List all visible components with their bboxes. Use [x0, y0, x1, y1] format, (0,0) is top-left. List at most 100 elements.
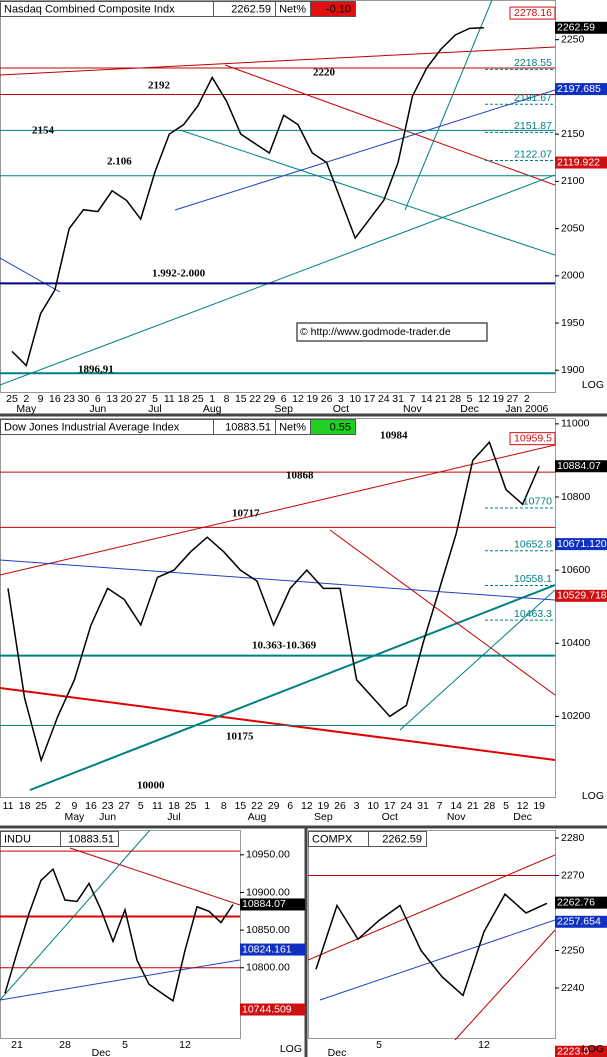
x-tick-label: 1	[209, 393, 215, 405]
x-tick-label: 23	[63, 393, 75, 405]
trend-line	[0, 559, 555, 601]
x-tick-label: 25	[35, 800, 47, 812]
x-tick-label: 29	[264, 393, 276, 405]
price-outline-label: 2278.16	[514, 7, 552, 19]
trend-line	[329, 529, 555, 696]
x-month-label: Jun	[89, 403, 106, 415]
x-tick-label: 27	[507, 393, 519, 405]
x-tick-label: 24	[378, 393, 390, 405]
header-title: COMPX	[312, 833, 353, 845]
x-month-label: Dec	[328, 1047, 347, 1057]
x-month-label: Jul	[167, 811, 180, 823]
x-tick-label: 1	[204, 800, 210, 812]
price-line	[315, 893, 548, 997]
x-month-label: Aug	[248, 811, 267, 823]
price-line	[11, 27, 484, 367]
x-tick-label: 17	[364, 393, 376, 405]
price-box	[555, 83, 607, 96]
price-box	[240, 1003, 305, 1016]
price-box	[555, 589, 607, 602]
trend-line	[399, 589, 555, 731]
x-tick-label: 13	[106, 393, 118, 405]
x-tick-label: 21	[467, 800, 479, 812]
header-net-label: Net%	[279, 3, 306, 15]
price-box-label: 2223.0	[557, 1046, 589, 1057]
header-last: 2262.59	[382, 833, 422, 845]
annotation: 1.992-2.000	[152, 268, 206, 280]
plot-frame	[0, 830, 241, 1039]
header-cell	[60, 831, 119, 847]
annotation: 10000	[137, 780, 165, 792]
x-tick-label: 12	[517, 800, 529, 812]
y-tick-label: 2050	[561, 222, 585, 234]
price-dash-label: 10558.1	[514, 573, 552, 585]
annotation: 2220	[313, 67, 336, 79]
x-month-label: May	[16, 403, 37, 415]
x-tick-label: 28	[484, 800, 496, 812]
x-tick-label: 27	[135, 393, 147, 405]
x-tick-label: 9	[38, 393, 44, 405]
x-tick-label: 31	[417, 800, 429, 812]
price-box-label: 2262.59	[557, 22, 595, 34]
y-tick-label: 2250	[561, 33, 585, 45]
log-label: LOG	[582, 379, 604, 391]
price-outline	[509, 432, 556, 446]
y-tick-label: 2240	[561, 982, 585, 994]
header-cell	[368, 831, 427, 847]
x-tick-label: 5	[467, 393, 473, 405]
x-tick-label: 30	[78, 393, 90, 405]
x-tick-label: 10	[367, 800, 379, 812]
watermark: © http://www.godmode-trader.de	[300, 326, 451, 338]
x-tick-label: 7	[437, 800, 443, 812]
x-tick-label: 18	[19, 800, 31, 812]
plot-frame	[308, 830, 556, 1039]
x-tick-label: 8	[221, 800, 227, 812]
y-tick-label: 10900.00	[246, 886, 290, 898]
trend-line	[69, 847, 240, 906]
y-tick-label: 10200	[561, 710, 590, 722]
x-tick-label: 21	[435, 393, 447, 405]
trend-line	[0, 257, 61, 293]
header-net: 0.55	[330, 421, 351, 433]
header-net: -0.10	[326, 3, 351, 15]
price-box-label: 10529.718	[557, 590, 607, 602]
x-month-label: Nov	[447, 811, 466, 823]
x-tick-label: 14	[421, 393, 433, 405]
x-tick-label: 20	[121, 393, 133, 405]
plot-frame	[0, 418, 556, 798]
trend-line	[0, 687, 555, 761]
annotation: 10175	[226, 731, 254, 743]
x-month-label: Dec	[513, 811, 532, 823]
price-dash-label: 10652.8	[514, 539, 552, 551]
y-tick-label: 10950.00	[246, 849, 290, 861]
y-tick-label: 2150	[561, 128, 585, 140]
y-tick-label: 2270	[561, 869, 585, 881]
trend-line	[0, 46, 555, 76]
x-tick-label: 9	[71, 800, 77, 812]
trend-line	[179, 129, 555, 256]
price-dash-label: 10463.3	[514, 608, 552, 620]
price-box-label: 10884.07	[242, 898, 286, 910]
x-tick-label: 3	[354, 800, 360, 812]
annotation: 10984	[380, 430, 408, 442]
x-month-label: Aug	[203, 403, 222, 415]
log-label: LOG	[582, 790, 604, 802]
y-tick-label: 2280	[561, 832, 585, 844]
x-tick-label: 12	[292, 393, 304, 405]
x-tick-label: 18	[168, 800, 180, 812]
x-tick-label: 5	[122, 1039, 128, 1051]
price-dash-label: 2122.07	[514, 148, 552, 160]
x-tick-label: 11	[3, 800, 14, 812]
header-net-label: Net%	[279, 421, 306, 433]
x-tick-label: 19	[306, 393, 318, 405]
x-month-label: Sep	[274, 403, 293, 415]
annotation: 2154	[32, 125, 55, 137]
x-tick-label: 19	[318, 800, 330, 812]
x-tick-label: 14	[450, 800, 462, 812]
y-tick-label: 2100	[561, 175, 585, 187]
log-label: LOG	[582, 1043, 604, 1055]
x-tick-label: 16	[49, 393, 61, 405]
y-tick-label: 2000	[561, 270, 585, 282]
header-cell	[310, 1, 356, 17]
x-tick-label: 11	[152, 800, 163, 812]
